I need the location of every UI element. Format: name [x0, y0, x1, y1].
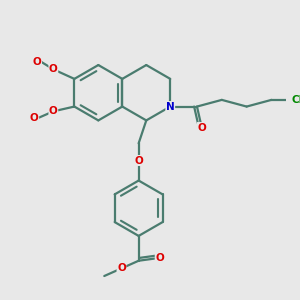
Text: O: O — [117, 263, 126, 273]
Text: O: O — [134, 155, 143, 166]
Text: O: O — [33, 57, 41, 67]
Text: N: N — [166, 102, 175, 112]
Text: O: O — [49, 64, 58, 74]
Text: O: O — [49, 106, 58, 116]
Text: O: O — [155, 253, 164, 263]
Text: O: O — [197, 123, 206, 133]
Text: O: O — [30, 113, 39, 123]
Text: Cl: Cl — [292, 95, 300, 105]
